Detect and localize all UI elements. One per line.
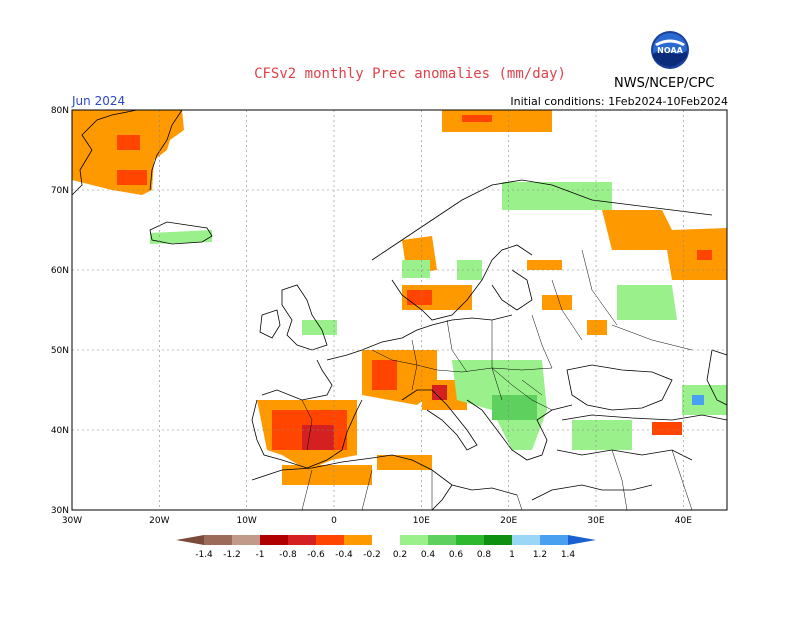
region-greenland	[72, 110, 184, 195]
lat-tick-label: 80N	[51, 106, 69, 116]
agency-label: NWS/NCEP/CPC	[614, 76, 715, 91]
lat-tick-label: 60N	[51, 266, 69, 276]
legend-swatch	[512, 535, 540, 545]
legend-swatch	[428, 535, 456, 545]
legend-level-label: 0.2	[393, 550, 407, 560]
legend-swatch	[344, 535, 372, 545]
coastlines	[71, 109, 728, 511]
initial-conditions: Initial conditions: 1Feb2024-10Feb2024	[510, 95, 728, 108]
legend-level-label: -0.8	[279, 550, 297, 560]
region-italy-core	[432, 385, 447, 400]
legend-level-label: -0.2	[363, 550, 381, 560]
region-turkey-dry	[652, 422, 682, 435]
region-france-core	[372, 360, 397, 390]
lon-tick-label: 20W	[149, 516, 169, 526]
legend-swatch	[260, 535, 288, 545]
region-south-scandi-core	[407, 290, 432, 305]
region-north-africa-dry	[282, 465, 372, 485]
region-svalbard-core	[462, 115, 492, 122]
region-tunisia-dry	[377, 455, 432, 470]
precip-anomaly-map: 30W 20W 10W 0 10E 20E 30E 40E 30N 40N 50N 60N 70N 80…	[51, 106, 728, 526]
lat-tick-label: 40N	[51, 426, 69, 436]
lon-tick-label: 10W	[236, 516, 256, 526]
region-caucasus-wet	[682, 385, 727, 415]
legend-level-label: 0.8	[477, 550, 492, 560]
lat-tick-label: 30N	[51, 506, 69, 516]
legend-level-label: 1.4	[561, 550, 576, 560]
region-norway-wet	[402, 260, 482, 280]
region-russia-wet	[617, 285, 677, 320]
country-borders	[301, 249, 693, 511]
legend-level-label: 0.6	[449, 550, 464, 560]
lon-tick-label: 20E	[500, 516, 517, 526]
region-uk-wet	[302, 320, 337, 335]
legend-level-label: 1.2	[533, 550, 547, 560]
lat-tick-label: 70N	[51, 186, 69, 196]
legend-arrow-right	[568, 535, 596, 545]
logo-text: NOAA	[657, 46, 683, 55]
region-balkans-core	[492, 395, 537, 420]
lat-lon-grid	[72, 110, 727, 510]
lat-tick-label: 50N	[51, 346, 69, 356]
region-turkey-wet	[572, 420, 632, 450]
anomaly-fields	[72, 110, 727, 485]
legend-swatch	[372, 535, 400, 545]
region-scandinavia-wet	[502, 182, 612, 210]
region-russia-ne-dry	[602, 210, 727, 280]
chart-title: CFSv2 monthly Prec anomalies (mm/day)	[254, 66, 566, 82]
region-baltic-dry	[527, 260, 572, 310]
legend-arrow-left	[176, 535, 204, 545]
region-svalbard-dry	[442, 110, 552, 132]
noaa-logo-icon: NOAA	[651, 31, 689, 69]
legend-swatch	[232, 535, 260, 545]
legend-level-label: 1	[509, 550, 515, 560]
lon-tick-label: 30W	[62, 516, 82, 526]
legend-swatch	[484, 535, 512, 545]
color-legend: -1.4 -1.2 -1 -0.8 -0.6 -0.4 -0.2 0.2 0.4 0.6 0.8 1 1…	[176, 535, 596, 560]
legend-swatch	[316, 535, 344, 545]
legend-level-label: 0.4	[421, 550, 436, 560]
legend-level-label: -1.2	[223, 550, 241, 560]
forecast-month: Jun 2024	[72, 94, 126, 108]
legend-level-label: -1	[256, 550, 265, 560]
legend-swatch	[288, 535, 316, 545]
lon-tick-label: 0	[331, 516, 337, 526]
legend-swatch	[204, 535, 232, 545]
region-greenland-core	[117, 135, 147, 185]
lon-tick-labels: 30W 20W 10W 0 10E 20E 30E 40E	[62, 516, 692, 526]
legend-level-label: -0.6	[307, 550, 325, 560]
region-caucasus-core	[692, 395, 704, 405]
legend-swatch	[400, 535, 428, 545]
legend-swatch	[540, 535, 568, 545]
lon-tick-label: 30E	[587, 516, 604, 526]
lat-tick-labels: 30N 40N 50N 60N 70N 80N	[51, 106, 69, 516]
lon-tick-label: 40E	[675, 516, 692, 526]
region-russia-ne-core	[697, 250, 712, 260]
region-poland-dry	[587, 320, 607, 335]
region-iberia-deep	[302, 425, 334, 450]
legend-level-label: -0.4	[335, 550, 353, 560]
legend-swatch	[456, 535, 484, 545]
region-iceland-wet	[150, 230, 212, 244]
lon-tick-label: 10E	[413, 516, 430, 526]
legend-level-label: -1.4	[195, 550, 213, 560]
